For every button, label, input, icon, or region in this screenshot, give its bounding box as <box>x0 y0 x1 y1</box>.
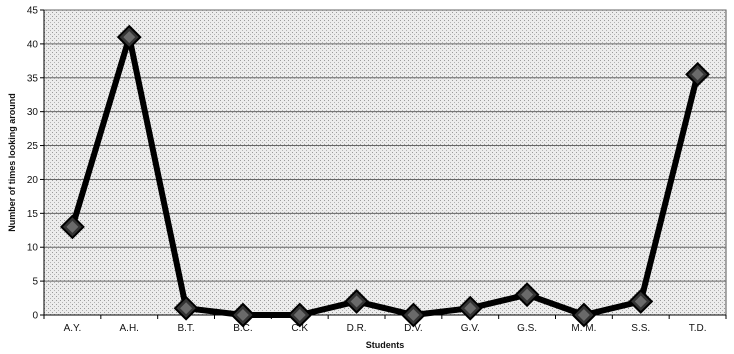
y-tick-label: 10 <box>27 243 39 254</box>
y-tick-label: 30 <box>27 107 39 118</box>
data-point-highlight <box>123 31 136 44</box>
y-tick-label: 5 <box>32 277 38 288</box>
x-tick-label: B.C. <box>233 323 252 334</box>
y-tick-label: 40 <box>27 39 39 50</box>
data-point-highlight <box>180 302 193 315</box>
x-tick-label: B.T. <box>177 323 194 334</box>
data-point-highlight <box>66 220 79 233</box>
data-markers <box>60 24 710 328</box>
y-tick-label: 15 <box>27 209 39 220</box>
x-tick-label: D.V. <box>404 323 423 334</box>
x-tick-label: S.S. <box>631 323 650 334</box>
data-point-highlight <box>350 295 363 308</box>
x-tick-label: G.S. <box>517 323 537 334</box>
data-point-highlight <box>634 295 647 308</box>
data-point-highlight <box>407 309 420 321</box>
y-tick-label: 20 <box>27 175 39 186</box>
plot-area <box>43 9 727 316</box>
data-point-highlight <box>691 68 704 81</box>
y-tick-label: 25 <box>27 141 39 152</box>
x-axis-ticks: A.Y. A.H. B.T. B.C. C.K D.R. D.V. G.V. G.S. M. M.… <box>43 315 727 334</box>
y-tick-label: 45 <box>27 6 39 17</box>
data-point-highlight <box>577 309 590 321</box>
x-axis-title: Students <box>366 340 405 350</box>
x-tick-label: T.D. <box>689 323 707 334</box>
y-tick-label: 0 <box>32 311 38 322</box>
data-point-highlight <box>293 309 306 321</box>
x-tick-label: M. M. <box>571 323 596 334</box>
y-axis-title: Number of times looking around <box>7 93 17 232</box>
x-tick-label: C.K <box>291 323 308 334</box>
x-tick-label: A.H. <box>120 323 139 334</box>
data-point-highlight <box>521 288 534 301</box>
data-point-highlight <box>464 302 477 315</box>
x-tick-label: G.V. <box>461 323 480 334</box>
y-tick-label: 35 <box>27 73 39 84</box>
x-tick-label: A.Y. <box>64 323 82 334</box>
y-axis-ticks: 0 5 10 15 20 25 30 35 40 45 <box>27 6 44 322</box>
x-tick-label: D.R. <box>347 323 367 334</box>
data-point-highlight <box>236 309 249 321</box>
